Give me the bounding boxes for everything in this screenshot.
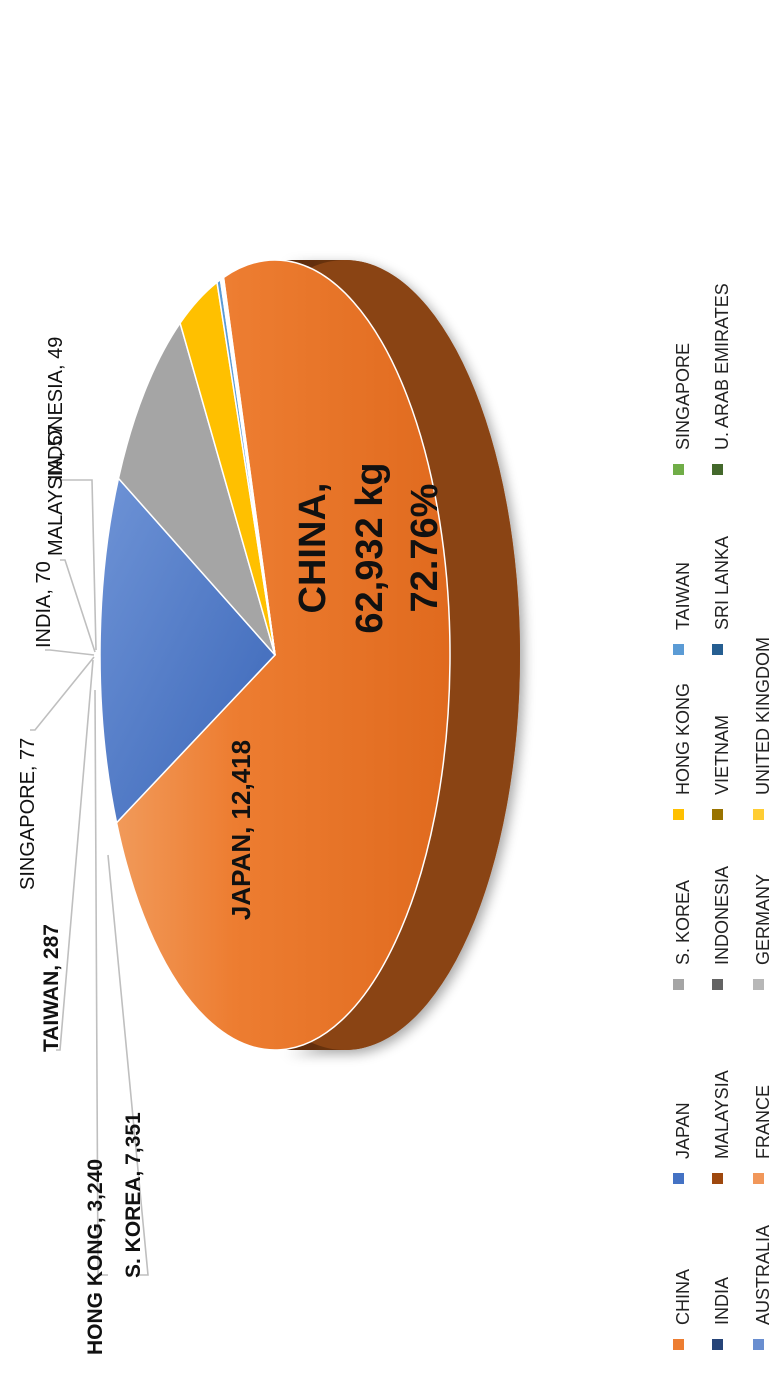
- data-label-india: INDIA, 70: [33, 561, 55, 648]
- legend-swatch: [712, 1339, 723, 1350]
- legend-swatch: [753, 979, 764, 990]
- legend-entry-indonesia: INDONESIA: [712, 866, 732, 990]
- legend-label: SRI LANKA: [712, 536, 732, 630]
- legend-entry-japan: JAPAN: [673, 1102, 693, 1184]
- legend-swatch: [712, 644, 723, 655]
- legend-label: CHINA: [673, 1269, 693, 1325]
- legend-entry-china: CHINA: [673, 1269, 693, 1350]
- legend: CHINA JAPAN S. KOREA HONG KONG TAIWAN SINGAPO…: [673, 283, 773, 1350]
- legend-label: MALAYSIA: [712, 1070, 732, 1159]
- legend-swatch: [673, 979, 684, 990]
- legend-entry-sri-lanka: SRI LANKA: [712, 536, 732, 655]
- legend-label: FRANCE: [753, 1085, 773, 1159]
- legend-label: AUSTRALIA: [753, 1225, 773, 1325]
- legend-entry-u-arab-emirates: U. ARAB EMIRATES: [712, 283, 732, 475]
- legend-label: U. ARAB EMIRATES: [712, 283, 732, 450]
- data-label-taiwan: TAIWAN, 287: [40, 924, 63, 1052]
- data-label-china-value: 62,932 kg: [349, 462, 391, 633]
- plot-area: [100, 260, 520, 1050]
- legend-label: HONG KONG: [673, 683, 693, 795]
- legend-entry-hong-kong: HONG KONG: [673, 683, 693, 820]
- legend-swatch: [753, 1339, 764, 1350]
- data-label-china-percent: 72.76%: [404, 484, 446, 613]
- legend-label: GERMANY: [753, 874, 773, 965]
- legend-entry-singapore: SINGAPORE: [673, 343, 693, 475]
- leader-line: [45, 650, 94, 655]
- data-label-singapore: SINGAPORE, 77: [17, 738, 39, 890]
- data-label-s-korea: S. KOREA, 7,351: [122, 1112, 145, 1278]
- legend-label: UNITED KINGDOM: [753, 637, 773, 795]
- legend-swatch: [753, 809, 764, 820]
- data-label-hong-kong: HONG KONG, 3,240: [84, 1159, 107, 1355]
- legend-swatch: [673, 1339, 684, 1350]
- data-label-japan: JAPAN, 12,418: [226, 740, 256, 920]
- legend-swatch: [712, 1173, 723, 1184]
- legend-entry-vietnam: VIETNAM: [712, 715, 732, 820]
- legend-entry-france: FRANCE: [753, 1085, 773, 1184]
- legend-swatch: [673, 644, 684, 655]
- legend-label: S. KOREA: [673, 880, 693, 965]
- legend-entry-india: INDIA: [712, 1277, 732, 1350]
- legend-entry-united-kingdom: UNITED KINGDOM: [753, 637, 773, 820]
- legend-entry-australia: AUSTRALIA: [753, 1225, 773, 1350]
- data-label-china-name: CHINA,: [292, 483, 334, 614]
- legend-swatch: [673, 464, 684, 475]
- legend-label: SINGAPORE: [673, 343, 693, 450]
- legend-swatch: [753, 1173, 764, 1184]
- leader-line: [30, 657, 94, 730]
- legend-entry-germany: GERMANY: [753, 874, 773, 990]
- legend-swatch: [712, 809, 723, 820]
- legend-label: TAIWAN: [673, 562, 693, 630]
- legend-entry-taiwan: TAIWAN: [673, 562, 693, 655]
- legend-entry-s-korea: S. KOREA: [673, 880, 693, 990]
- legend-label: VIETNAM: [712, 715, 732, 795]
- legend-swatch: [673, 809, 684, 820]
- legend-label: INDIA: [712, 1277, 732, 1325]
- legend-swatch: [673, 1173, 684, 1184]
- data-label-indonesia: INDONESIA, 49: [45, 337, 67, 480]
- leader-line: [60, 560, 95, 652]
- legend-entry-malaysia: MALAYSIA: [712, 1070, 732, 1184]
- legend-swatch: [712, 979, 723, 990]
- legend-label: JAPAN: [673, 1102, 693, 1159]
- legend-label: INDONESIA: [712, 866, 732, 965]
- legend-swatch: [712, 464, 723, 475]
